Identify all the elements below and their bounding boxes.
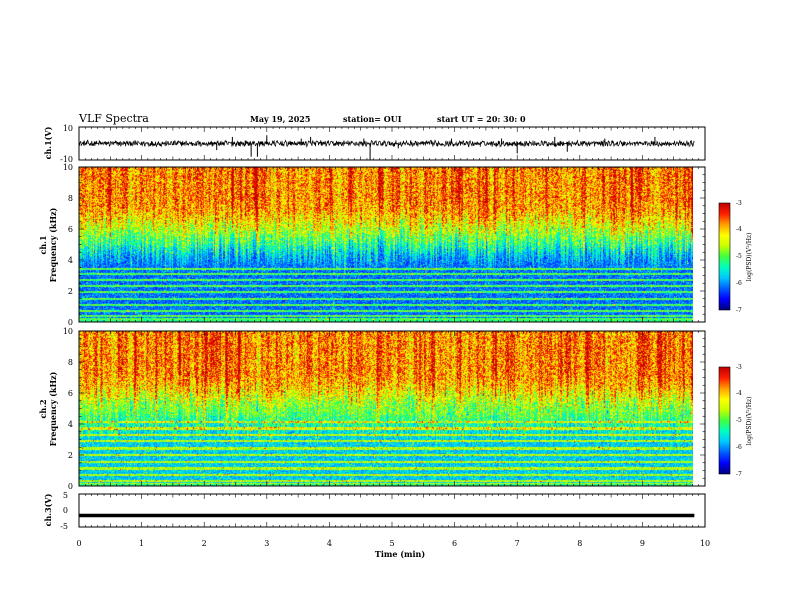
ch2-cbar-tick-m6: -6 bbox=[736, 444, 742, 451]
ch2-spectrogram-yticks: 0 2 4 6 8 10 bbox=[63, 327, 73, 491]
ch1-cbar-tick-m3: -3 bbox=[736, 200, 742, 207]
time-tick-label: 3 bbox=[264, 539, 269, 548]
ch1-freq-tick-6: 6 bbox=[68, 225, 73, 234]
ch1-freq-tick-0: 0 bbox=[68, 318, 73, 327]
ch1-ylabel: ch.1(V) bbox=[43, 126, 53, 159]
figure-title: VLF Spectra bbox=[78, 112, 149, 125]
ch3-ytick-top: 5 bbox=[63, 491, 68, 500]
ch1-ytick-bottom: -10 bbox=[60, 155, 73, 164]
ch2-colorbar-frame bbox=[718, 366, 731, 475]
time-axis-label: Time (min) bbox=[375, 549, 425, 559]
ch2-cbar-tick-m3: -3 bbox=[736, 364, 742, 371]
ch2-freq-tick-8: 8 bbox=[68, 358, 73, 367]
ch1-colorbar-label: log(PSD)(V²/Hz) bbox=[746, 233, 753, 282]
time-tick-label: 9 bbox=[640, 539, 645, 548]
time-tick-label: 10 bbox=[700, 539, 710, 548]
ch1-cbar-tick-m6: -6 bbox=[736, 280, 742, 287]
ch2-freq-tick-0: 0 bbox=[68, 482, 73, 491]
ch2-freq-tick-2: 2 bbox=[68, 451, 73, 460]
ch2-spectrogram-image bbox=[79, 331, 693, 486]
ch1-colorbar-image bbox=[719, 203, 730, 310]
ch1-ytick-top: 10 bbox=[63, 124, 73, 133]
station-label: station= OUI bbox=[343, 114, 402, 124]
ch2-spectrogram-panel: 0 2 4 6 8 10 ch.2 Frequency (kHz) -3 -4 … bbox=[38, 327, 753, 491]
time-tick-label: 5 bbox=[389, 539, 394, 548]
ch2-freq-tick-6: 6 bbox=[68, 389, 73, 398]
time-tick-label: 8 bbox=[577, 539, 582, 548]
ch1-freq-tick-8: 8 bbox=[68, 194, 73, 203]
ch2-freq-tick-4: 4 bbox=[68, 420, 73, 429]
ch3-ylabel: ch.3(V) bbox=[43, 493, 53, 526]
ch1-waveform-line bbox=[78, 139, 695, 148]
ch2-cbar-tick-m5: -5 bbox=[736, 417, 742, 424]
ch2-colorbar-image bbox=[719, 367, 730, 474]
ch1-freq-tick-2: 2 bbox=[68, 287, 73, 296]
ch1-cbar-tick-m4: -4 bbox=[736, 226, 742, 233]
ch2-colorbar-label: log(PSD)(V²/Hz) bbox=[746, 397, 753, 446]
ch1-cbar-tick-m7: -7 bbox=[736, 307, 742, 314]
ch1-spectrogram-ylabel: Frequency (kHz) bbox=[48, 207, 58, 282]
ch3-ytick-bottom: -5 bbox=[60, 522, 68, 531]
ch1-spectrogram-yticks: 0 2 4 6 8 10 bbox=[63, 163, 73, 327]
ch1-freq-tick-4: 4 bbox=[68, 256, 73, 265]
time-tick-label: 4 bbox=[327, 539, 332, 548]
time-tick-label: 6 bbox=[452, 539, 457, 548]
ch2-freq-tick-10: 10 bbox=[63, 327, 73, 336]
ch1-colorbar-frame bbox=[718, 202, 731, 311]
ch2-cbar-tick-m7: -7 bbox=[736, 471, 742, 478]
time-tick-label: 1 bbox=[139, 539, 144, 548]
axis-tick-marks bbox=[78, 127, 706, 527]
ch3-ytick-mid: 0 bbox=[63, 506, 68, 515]
ch1-spectrogram-panel: 0 2 4 6 8 10 ch.1 Frequency (kHz) -3 -4 … bbox=[38, 163, 753, 327]
ch2-spectrogram-ylabel: Frequency (kHz) bbox=[48, 371, 58, 446]
ch2-spectrogram-channel-label: ch.2 bbox=[38, 399, 48, 418]
ch1-waveform-trace bbox=[78, 135, 695, 160]
time-tick-label: 0 bbox=[76, 539, 81, 548]
ch1-waveform-panel: 10 -10 ch.1(V) bbox=[43, 124, 706, 164]
time-tick-label: 7 bbox=[515, 539, 520, 548]
ch1-cbar-tick-m5: -5 bbox=[736, 253, 742, 260]
ch1-freq-tick-10: 10 bbox=[63, 163, 73, 172]
time-tick-label: 2 bbox=[202, 539, 207, 548]
date-label: May 19, 2025 bbox=[250, 114, 310, 124]
time-axis-tick-labels: 0 1 2 3 4 5 6 7 8 9 10 bbox=[76, 539, 710, 548]
ch1-spectrogram-channel-label: ch.1 bbox=[38, 235, 48, 254]
ch1-spectrogram-image bbox=[79, 167, 693, 322]
ch3-waveform-panel: 5 0 -5 ch.3(V) 0 1 2 3 4 5 6 7 8 9 10 Time (min) bbox=[43, 491, 710, 559]
ch2-cbar-tick-m4: -4 bbox=[736, 390, 742, 397]
start-time-label: start UT = 20: 30: 0 bbox=[437, 114, 526, 124]
